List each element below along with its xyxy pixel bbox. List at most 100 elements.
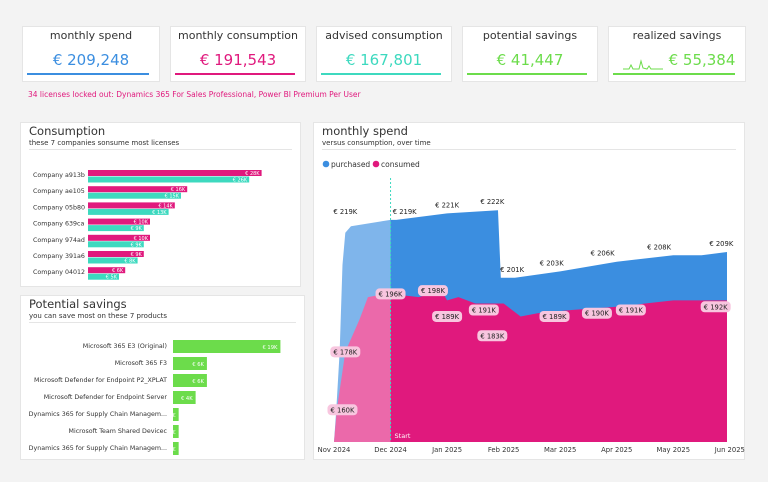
purchased-value-label: € 208K: [647, 243, 671, 251]
panel-title: Consumption: [29, 124, 106, 138]
category-label: Company a913b: [33, 172, 85, 179]
x-tick-label: Jan 2025: [431, 446, 462, 454]
purchased-value-label: € 203K: [540, 259, 564, 267]
consumed-value-label: € 191K: [619, 307, 643, 315]
bar-value-label: € 16K: [171, 187, 186, 193]
kpi-underline: [175, 73, 295, 75]
bar-value-label: € 28K: [245, 171, 260, 177]
savings-bar: [173, 408, 179, 421]
purchased-value-label: € 219K: [333, 208, 357, 216]
kpi-title: monthly consumption: [178, 29, 298, 42]
bar-value-label: € 9K: [131, 252, 143, 258]
x-tick-label: Dec 2024: [374, 446, 407, 454]
area-consumed: [334, 290, 727, 442]
kpi-title: advised consumption: [325, 29, 443, 42]
consumed-value-label: € 178K: [333, 348, 357, 356]
kpi-underline: [27, 73, 149, 75]
kpi-title: monthly spend: [49, 29, 133, 42]
savings-bar: [173, 357, 207, 370]
kpi-potential-savings[interactable]: potential savings € 41,447: [462, 26, 598, 82]
savings-bar: [173, 340, 281, 353]
bar-value-label: € 26K: [233, 178, 248, 184]
bar-value-label: €: [172, 413, 175, 419]
purchased-value-label: € 206K: [591, 250, 615, 258]
bar-value-label: € 4K: [181, 396, 193, 402]
category-label: Microsoft 365 F3: [115, 360, 167, 367]
consumption-panel: Consumption these 7 companies sonsume mo…: [20, 122, 301, 287]
bar-value-label: € 15K: [165, 194, 180, 200]
consumption-chart: Company a913b € 28K€ 26K Company ae105 € 16…: [33, 170, 262, 281]
kpi-value: € 191,543: [199, 51, 277, 69]
category-label: Microsoft Defender for Endpoint Server: [44, 394, 168, 401]
legend-label: purchased: [331, 160, 370, 169]
consumed-label-bg: [330, 346, 361, 358]
category-label: Company 974ad: [33, 237, 85, 244]
bar-consumed: [88, 234, 150, 241]
bar-value-label: €: [172, 447, 175, 453]
category-label: Microsoft 365 E3 (Original): [83, 343, 167, 350]
kpi-monthly-spend[interactable]: monthly spend € 209,248: [22, 26, 160, 82]
bar-consumed: [88, 267, 126, 274]
kpi-advised-consumption[interactable]: advised consumption € 167,801: [316, 26, 452, 82]
bar-advised: [88, 273, 119, 280]
kpi-title: realized savings: [632, 29, 722, 42]
consumed-value-label: € 183K: [480, 332, 504, 340]
bar-value-label: € 6K: [192, 362, 204, 368]
bar-value-label: € 9K: [131, 242, 143, 248]
bar-value-label: € 6K: [192, 379, 204, 385]
bar-consumed: [88, 218, 150, 225]
start-marker-label: Start: [395, 432, 411, 440]
kpi-value: € 209,248: [52, 51, 130, 69]
savings-bar: [173, 391, 196, 404]
category-label: Microsoft Defender for Endpoint P2_XPLAT: [34, 377, 167, 384]
monthly-spend-panel: monthly spend versus consumption, over t…: [313, 122, 745, 460]
consumed-label-bg: [417, 285, 448, 297]
kpi-title: potential savings: [482, 29, 578, 42]
consumed-value-label: € 196K: [379, 290, 403, 298]
consumed-label-bg: [700, 301, 731, 313]
consumed-label-bg: [432, 310, 463, 322]
bar-value-label: €: [172, 430, 175, 436]
bar-value-label: € 10K: [134, 220, 149, 226]
bar-advised: [88, 176, 250, 183]
consumed-value-label: € 189K: [543, 313, 567, 321]
category-label: Company ae105: [33, 188, 85, 195]
panel-subtitle: you can save most on these 7 products: [29, 312, 168, 320]
x-tick-label: Mar 2025: [544, 446, 576, 454]
savings-bar: [173, 374, 207, 387]
consumed-value-label: € 160K: [331, 406, 355, 414]
consumed-label-bg: [581, 307, 612, 319]
legend-marker: [322, 160, 330, 168]
x-tick-label: Feb 2025: [488, 446, 519, 454]
x-tick-label: May 2025: [657, 446, 691, 454]
kpi-value: € 167,801: [345, 51, 423, 69]
divider: [322, 149, 736, 150]
legend-label: consumed: [381, 160, 420, 169]
consumed-label-bg: [477, 330, 508, 342]
consumed-value-label: € 189K: [435, 313, 459, 321]
panel-title: Potential savings: [29, 297, 127, 311]
consumed-value-label: € 192K: [704, 303, 728, 311]
purchased-value-label: € 221K: [435, 201, 459, 209]
realized-savings-sparkline: [623, 59, 663, 70]
locked-licenses-message[interactable]: 34 licenses locked out: Dynamics 365 For…: [28, 90, 361, 99]
kpi-underline: [613, 73, 735, 75]
bar-advised: [88, 241, 144, 248]
consumed-label-bg: [327, 404, 358, 416]
consumed-label-bg: [539, 310, 570, 322]
bar-consumed: [88, 186, 188, 193]
category-label: Company 391a6: [33, 253, 85, 260]
consumed-value-label: € 198K: [421, 287, 445, 295]
bar-advised: [88, 225, 144, 232]
bar-value-label: € 19K: [262, 345, 278, 351]
purchased-value-label: € 201K: [500, 266, 524, 274]
kpi-monthly-consumption[interactable]: monthly consumption € 191,543: [170, 26, 306, 82]
panel-title: monthly spend: [322, 124, 408, 138]
legend-marker: [372, 160, 380, 168]
savings-bar: [173, 425, 179, 438]
x-tick-label: Apr 2025: [601, 446, 632, 454]
category-label: Company 639ca: [33, 221, 84, 228]
pre-start-overlay: [334, 178, 391, 442]
bar-consumed: [88, 251, 144, 257]
kpi-realized-savings[interactable]: realized savings € 55,384: [608, 26, 746, 82]
